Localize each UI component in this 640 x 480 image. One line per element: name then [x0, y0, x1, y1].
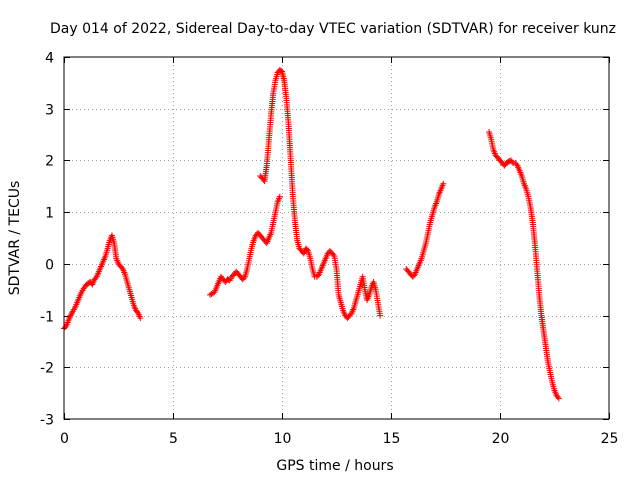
- data-point: [68, 311, 75, 318]
- data-point: [68, 309, 75, 316]
- y-tick-label: -3: [40, 413, 54, 429]
- y-axis-label: SDTVAR / TECUs: [7, 181, 23, 296]
- grid: [64, 57, 609, 419]
- x-axis-label: GPS time / hours: [276, 458, 393, 474]
- data-point: [554, 394, 561, 401]
- data-point: [304, 246, 311, 253]
- data-point: [440, 180, 447, 187]
- data-point: [410, 272, 417, 279]
- axis-ticks: [64, 57, 610, 420]
- data-point: [92, 275, 99, 282]
- data-point: [513, 161, 520, 168]
- x-tick-label: 15: [383, 431, 401, 447]
- y-tick-label: -1: [40, 310, 54, 326]
- tick-labels: 0 5 10 15 20 25 -3 -2 -1 0 1 2 3 4: [40, 51, 618, 448]
- series-segment-2: [207, 193, 283, 298]
- y-tick-label: -2: [40, 361, 54, 377]
- series-segment-3: [257, 66, 384, 322]
- data-point: [137, 315, 144, 322]
- data-point: [276, 193, 283, 200]
- data-point: [240, 275, 247, 282]
- x-tick-label: 20: [492, 431, 510, 447]
- series-segment-1: [61, 232, 144, 332]
- data-point: [314, 272, 321, 279]
- y-tick-label: 2: [45, 154, 54, 170]
- data-point: [508, 158, 515, 165]
- plot-frame: [63, 56, 610, 420]
- chart-title: Day 014 of 2022, Sidereal Day-to-day VTE…: [50, 21, 616, 37]
- x-tick-label: 0: [60, 431, 69, 447]
- x-tick-label: 25: [601, 431, 619, 447]
- y-tick-label: 3: [45, 103, 54, 119]
- y-tick-label: 1: [45, 206, 54, 222]
- series-segment-5: [486, 128, 562, 402]
- data-point: [134, 308, 141, 315]
- data-series: [61, 66, 562, 402]
- y-tick-label: 0: [45, 258, 54, 274]
- data-point: [555, 395, 562, 402]
- series-segment-4: [403, 180, 447, 280]
- data-point: [67, 312, 74, 319]
- x-tick-label: 5: [169, 431, 178, 447]
- data-point: [377, 312, 384, 319]
- y-tick-label: 4: [45, 51, 54, 67]
- data-point: [118, 264, 125, 271]
- data-point: [347, 311, 354, 318]
- x-tick-label: 10: [274, 431, 292, 447]
- data-point: [62, 324, 69, 331]
- data-point: [330, 251, 337, 258]
